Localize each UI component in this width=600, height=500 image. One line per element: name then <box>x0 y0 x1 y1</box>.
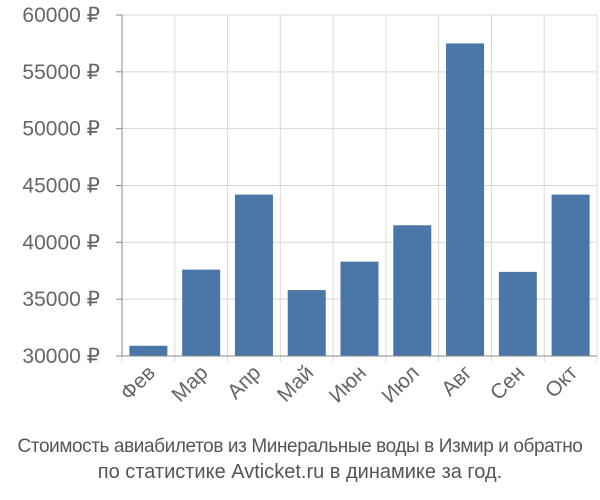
bar-Авг[interactable] <box>446 43 485 357</box>
bar-Сен[interactable] <box>498 271 537 356</box>
bar-Май[interactable] <box>287 290 326 356</box>
bar-Фев[interactable] <box>129 345 168 356</box>
x-tick-label: Мар <box>167 361 212 406</box>
x-tick-label: Авг <box>437 361 477 401</box>
x-tick-label: Апр <box>223 361 265 403</box>
y-tick-label: 45000 ₽ <box>22 175 100 198</box>
x-tick-label: Окт <box>541 361 583 403</box>
grid-lines <box>116 14 598 362</box>
bar-Июн[interactable] <box>340 261 379 356</box>
bar-Окт[interactable] <box>551 194 590 356</box>
y-tick-label: 50000 ₽ <box>22 118 100 141</box>
bar-chart: 30000 ₽ 35000 ₽ 40000 ₽ 45000 ₽ 50000 ₽ 55000… <box>22 4 598 408</box>
x-tick-label: Фев <box>116 361 160 405</box>
x-tick-label: Май <box>273 361 318 406</box>
bar-Мар[interactable] <box>182 269 221 356</box>
y-tick-label: 40000 ₽ <box>22 231 100 254</box>
chart-caption-line-1: Стоимость авиабилетов из Минеральные вод… <box>17 436 583 457</box>
bar-Апр[interactable] <box>234 194 273 356</box>
y-tick-label: 55000 ₽ <box>22 61 100 84</box>
chart-caption-line-2: по статистике Avticket.ru в динамике за … <box>97 461 503 483</box>
bar-Июл[interactable] <box>393 225 432 356</box>
x-tick-label: Июл <box>377 361 423 407</box>
y-tick-labels: 30000 ₽ 35000 ₽ 40000 ₽ 45000 ₽ 50000 ₽ 55000… <box>22 4 100 368</box>
bars <box>129 43 590 357</box>
axes <box>121 15 597 357</box>
y-tick-label: 35000 ₽ <box>22 288 100 311</box>
y-tick-label: 60000 ₽ <box>22 4 100 27</box>
x-tick-labels: Фев Мар Апр Май Июн Июл Авг Сен Окт <box>116 361 582 408</box>
x-tick-label: Сен <box>486 361 529 404</box>
x-tick-label: Июн <box>325 361 371 407</box>
y-tick-label: 30000 ₽ <box>22 345 100 368</box>
